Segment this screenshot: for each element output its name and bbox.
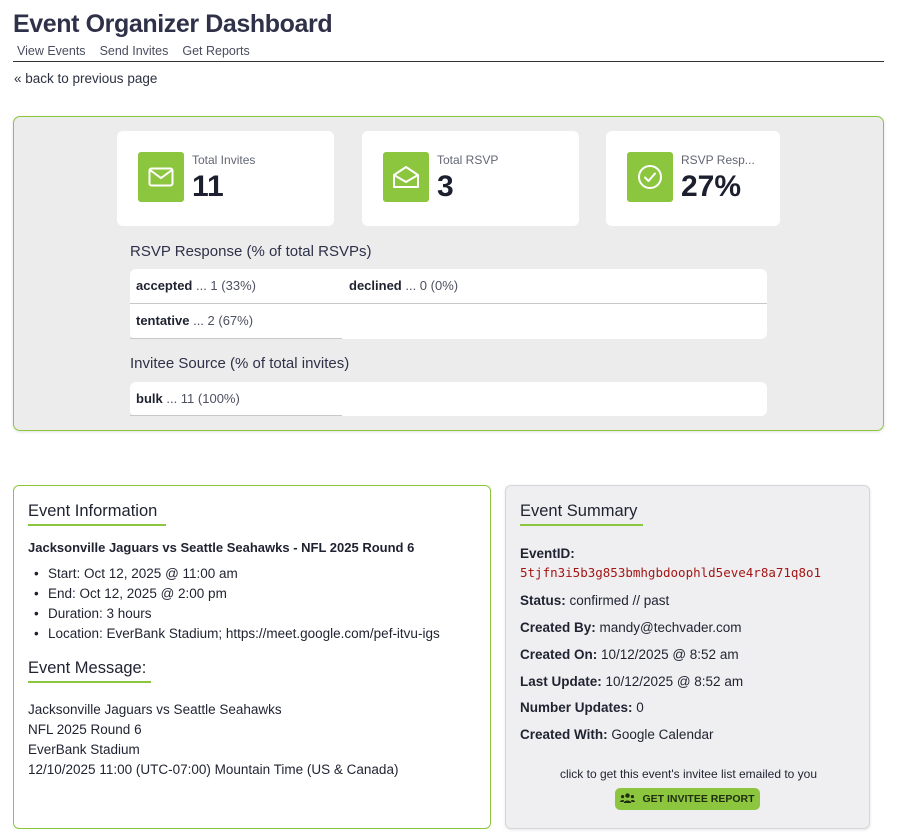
top-nav: View Events Send Invites Get Reports — [13, 44, 884, 62]
summary-number-updates: Number Updates: 0 — [520, 700, 644, 715]
check-circle-icon — [627, 152, 673, 202]
event-summary-panel: Event Summary EventID: 5tjfn3i5b3g853bmh… — [505, 485, 870, 829]
event-summary-heading: Event Summary — [520, 502, 643, 526]
event-id-value: 5tjfn3i5b3g853bmhgbdoophld5eve4r8a71q8o1 — [520, 565, 822, 580]
nav-get-reports[interactable]: Get Reports — [182, 44, 250, 58]
page-title: Event Organizer Dashboard — [13, 10, 333, 38]
event-information-heading: Event Information — [28, 502, 166, 526]
nav-send-invites[interactable]: Send Invites — [99, 44, 169, 58]
event-end: End: Oct 12, 2025 @ 2:00 pm — [34, 584, 440, 604]
get-invitee-report-button[interactable]: GET INVITEE REPORT — [615, 788, 760, 810]
users-icon — [620, 792, 636, 806]
stat-value: 11 — [192, 170, 224, 203]
summary-created-by: Created By: mandy@techvader.com — [520, 620, 742, 635]
event-id-label: EventID: — [520, 546, 575, 561]
rsvp-item-accepted: accepted ... 1 (33%) — [136, 278, 256, 293]
summary-created-on: Created On: 10/12/2025 @ 8:52 am — [520, 647, 739, 662]
rsvp-item-declined: declined ... 0 (0%) — [349, 278, 459, 293]
nav-divider — [13, 61, 884, 62]
event-details-list: Start: Oct 12, 2025 @ 11:00 am End: Oct … — [34, 564, 440, 644]
row-divider — [130, 303, 767, 304]
rsvp-item-tentative: tentative ... 2 (67%) — [136, 313, 254, 328]
stat-card-rsvp-response: RSVP Resp... 27% — [606, 131, 780, 226]
stat-label: RSVP Resp... — [681, 153, 755, 167]
event-message-heading: Event Message: — [28, 659, 151, 683]
get-invitee-report-label: GET INVITEE REPORT — [642, 793, 755, 805]
stats-panel: Total Invites 11 Total RSVP 3 RSVP Resp.… — [13, 116, 884, 431]
stat-card-total-invites: Total Invites 11 — [117, 131, 334, 226]
invitee-report-hint: click to get this event's invitee list e… — [559, 767, 818, 781]
summary-last-update: Last Update: 10/12/2025 @ 8:52 am — [520, 674, 744, 689]
nav-view-events[interactable]: View Events — [17, 44, 86, 58]
row-divider — [130, 338, 342, 339]
stat-label: Total RSVP — [437, 153, 499, 167]
summary-created-with: Created With: Google Calendar — [520, 727, 714, 742]
rsvp-breakdown-title: RSVP Response (% of total RSVPs) — [130, 243, 372, 260]
event-message: Jacksonville Jaguars vs Seattle Seahawks… — [28, 702, 399, 777]
stat-card-total-rsvp: Total RSVP 3 — [362, 131, 579, 226]
source-breakdown-title: Invitee Source (% of total invites) — [130, 355, 350, 372]
back-link[interactable]: « back to previous page — [14, 71, 158, 86]
row-divider — [130, 415, 342, 416]
event-duration: Duration: 3 hours — [34, 604, 440, 624]
envelope-icon — [138, 152, 184, 202]
source-item-bulk: bulk ... 11 (100%) — [136, 391, 240, 406]
source-breakdown-box: bulk ... 11 (100%) — [130, 382, 767, 416]
stat-value: 3 — [437, 170, 454, 203]
summary-status: Status: confirmed // past — [520, 593, 670, 608]
header: Event Organizer Dashboard View Events Se… — [13, 8, 884, 62]
event-start: Start: Oct 12, 2025 @ 11:00 am — [34, 564, 440, 584]
event-title: Jacksonville Jaguars vs Seattle Seahawks… — [28, 540, 415, 555]
stat-label: Total Invites — [192, 153, 256, 167]
event-information-panel: Event Information Jacksonville Jaguars v… — [13, 485, 491, 829]
rsvp-breakdown-box: accepted ... 1 (33%) declined ... 0 (0%)… — [130, 269, 767, 339]
event-location: Location: EverBank Stadium; https://meet… — [34, 624, 440, 644]
envelope-open-icon — [383, 152, 429, 202]
stat-value: 27% — [681, 170, 742, 203]
